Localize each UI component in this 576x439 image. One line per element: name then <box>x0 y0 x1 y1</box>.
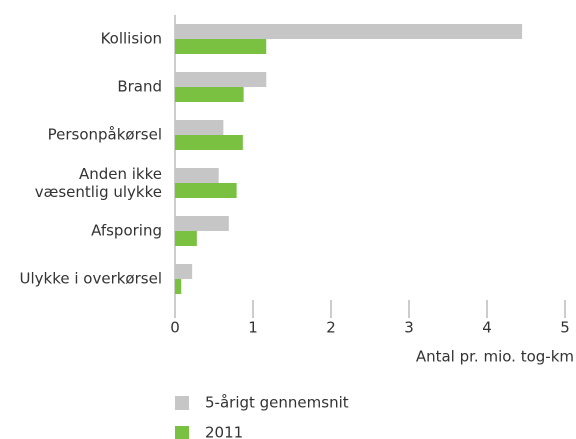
y-tick-label: Ulykke i overkørsel <box>20 270 163 288</box>
y-tick-label: Personpåkørsel <box>48 126 162 144</box>
y-tick-label: Afsporing <box>91 222 162 240</box>
legend-swatch <box>175 396 189 410</box>
bar <box>175 39 267 54</box>
legend-label: 2011 <box>205 424 243 439</box>
y-tick-label: Anden ikke væsentlig ulykke <box>35 165 162 201</box>
y-tick-label: Brand <box>117 78 162 96</box>
x-axis-label: Antal pr. mio. tog-km <box>416 348 574 366</box>
bar <box>175 72 267 87</box>
bar <box>175 231 197 246</box>
x-tick-label: 2 <box>326 319 336 337</box>
y-tick-label: Kollision <box>101 30 162 48</box>
bar <box>175 120 224 135</box>
x-tick-label: 4 <box>482 319 492 337</box>
x-tick-label: 5 <box>560 319 570 337</box>
bar <box>175 279 182 294</box>
legend-swatch <box>175 426 189 439</box>
bar <box>175 183 237 198</box>
bar <box>175 264 193 279</box>
bar <box>175 24 523 39</box>
x-tick-label: 3 <box>404 319 414 337</box>
legend-label: 5-årigt gennemsnit <box>205 394 349 412</box>
bar <box>175 135 243 150</box>
x-tick-label: 1 <box>248 319 258 337</box>
x-tick-label: 0 <box>170 319 180 337</box>
bar <box>175 168 219 183</box>
bar <box>175 87 244 102</box>
bar <box>175 216 229 231</box>
